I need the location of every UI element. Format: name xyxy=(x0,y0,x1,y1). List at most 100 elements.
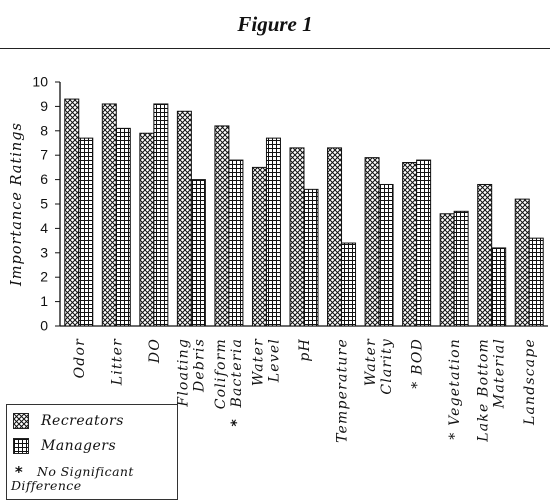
bar-fill xyxy=(453,210,469,327)
bar-fill xyxy=(115,127,131,327)
bar xyxy=(402,162,418,327)
legend-note-line-1: No Significant xyxy=(37,464,134,479)
category-label-line: * BOD xyxy=(410,338,426,389)
bar-fill xyxy=(176,110,192,327)
category-label: FloatingDebris xyxy=(175,338,207,408)
legend-label-managers: Managers xyxy=(41,438,117,454)
legend-swatch-crosshatch xyxy=(13,413,29,429)
bars-layer xyxy=(64,98,544,327)
bar-fill xyxy=(78,137,94,327)
category-label-line: Lake Bottom xyxy=(476,338,492,443)
legend-note-row: * No Significant xyxy=(11,463,134,481)
bar xyxy=(190,179,206,327)
bar xyxy=(341,242,357,327)
bar xyxy=(265,137,281,327)
bar-fill xyxy=(228,159,244,327)
category-label: Lake BottomMaterial xyxy=(476,338,508,443)
bar xyxy=(78,137,94,327)
y-tick-label: 3 xyxy=(40,244,48,260)
y-tick-label: 10 xyxy=(32,74,48,90)
category-label-line: Landscape xyxy=(522,338,538,426)
bar-fill xyxy=(341,242,357,327)
bar xyxy=(303,188,319,327)
category-label: Odor xyxy=(72,338,88,378)
bar-fill xyxy=(477,183,493,327)
category-label-line: Clarity xyxy=(379,338,395,395)
legend-note: * No Significant Difference xyxy=(11,465,134,493)
bar xyxy=(176,110,192,327)
bar-fill xyxy=(251,166,267,327)
bar-fill xyxy=(364,157,380,327)
bar xyxy=(214,125,230,327)
category-label-line: Temperature xyxy=(335,338,351,443)
bar-fill xyxy=(64,98,80,327)
bar-fill xyxy=(416,159,432,327)
category-label-line: Level xyxy=(266,338,282,383)
bar-fill xyxy=(139,132,155,327)
bar xyxy=(439,213,455,327)
y-tick-label: 8 xyxy=(40,122,48,138)
bar xyxy=(289,147,305,327)
category-label-line: Floating xyxy=(175,338,191,408)
asterisk-icon: * xyxy=(229,419,245,427)
category-label-line: DO xyxy=(147,338,163,364)
bar xyxy=(514,198,530,327)
bar xyxy=(64,98,80,327)
legend-item-managers: Managers xyxy=(13,438,116,454)
legend-note-line-2: Difference xyxy=(11,478,82,493)
bar xyxy=(491,247,507,327)
bar-fill xyxy=(528,237,544,327)
bar-fill xyxy=(303,188,319,327)
bar xyxy=(364,157,380,327)
category-label-line: Water xyxy=(250,338,266,386)
y-tick-label: 0 xyxy=(40,318,48,334)
bar-fill xyxy=(439,213,455,327)
category-label: * BOD xyxy=(410,338,426,389)
category-label: * Vegetation xyxy=(447,338,463,440)
bar-fill xyxy=(214,125,230,327)
category-label: WaterClarity xyxy=(363,338,395,395)
y-tick-label: 2 xyxy=(40,269,48,285)
asterisk-icon: * xyxy=(14,463,24,481)
legend-swatch-horizontal xyxy=(13,438,29,454)
category-label: Landscape xyxy=(522,338,538,426)
bar-fill xyxy=(327,147,343,327)
category-label-line: pH xyxy=(297,338,313,362)
category-label: Temperature xyxy=(335,338,351,443)
bar-fill xyxy=(491,247,507,327)
y-tick-label: 9 xyxy=(40,98,48,114)
legend-item-recreators: Recreators xyxy=(13,413,124,429)
bar-fill xyxy=(402,162,418,327)
figure-title: Figure 1 xyxy=(237,12,313,36)
bar-fill xyxy=(514,198,530,327)
category-label-line: Water xyxy=(363,338,379,386)
category-label: Litter xyxy=(109,338,125,386)
category-label-line: Material xyxy=(492,338,508,409)
title-divider xyxy=(0,48,550,49)
bar xyxy=(477,183,493,327)
bar xyxy=(228,159,244,327)
y-tick-label: 6 xyxy=(40,171,48,187)
y-tick-label: 4 xyxy=(40,220,48,236)
bar-fill xyxy=(101,103,117,327)
category-label: DO xyxy=(147,338,163,364)
category-label-line: Bacteria xyxy=(229,338,245,409)
bar xyxy=(378,183,394,327)
y-axis-title: Importance Ratings xyxy=(9,122,25,287)
bar-fill xyxy=(378,183,394,327)
bar-fill xyxy=(265,137,281,327)
y-tick-label: 7 xyxy=(40,147,48,163)
bar xyxy=(453,210,469,327)
bar xyxy=(327,147,343,327)
y-tick-label: 5 xyxy=(40,196,48,212)
legend: Recreators Managers * No Significant Dif… xyxy=(6,404,178,500)
category-label: ColiformBacteria xyxy=(213,338,245,409)
bar-fill xyxy=(153,103,169,327)
bar xyxy=(153,103,169,327)
category-label-line: Debris xyxy=(191,338,207,393)
bar-fill xyxy=(190,179,206,327)
bar xyxy=(251,166,267,327)
bar xyxy=(416,159,432,327)
category-label-line: Coliform xyxy=(213,338,229,409)
